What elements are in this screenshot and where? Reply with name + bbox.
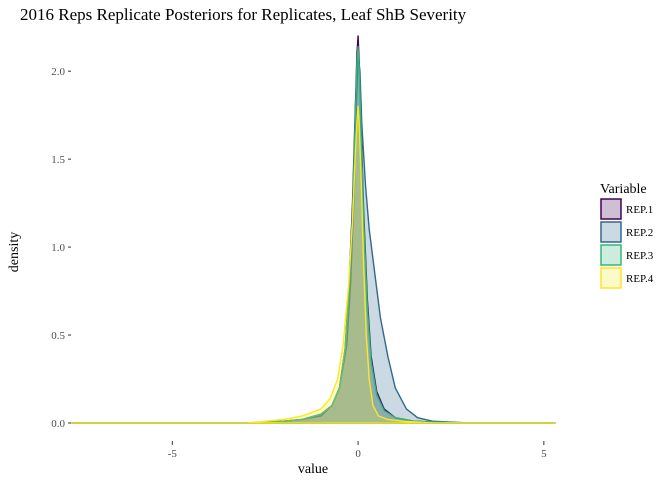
legend-label-rep-3: REP.3 — [626, 250, 654, 262]
series-layer — [71, 35, 556, 424]
y-tick-label: 1.0 — [51, 242, 65, 254]
legend-swatch-rep-2 — [600, 221, 622, 243]
legend-swatch-rep-3 — [600, 244, 622, 266]
legend-label-rep-2: REP.2 — [626, 227, 653, 239]
legend-title: Variable — [600, 182, 647, 197]
y-axis: 0.0 0.5 1.0 1.5 2.0 — [51, 66, 71, 430]
legend-swatch-rep-4 — [600, 267, 622, 289]
density-area-rep-2 — [71, 52, 556, 424]
density-area-rep-1 — [71, 35, 556, 424]
x-axis: -5 0 5 — [168, 441, 547, 460]
x-tick-label: 5 — [541, 448, 547, 460]
legend-label-rep-1: REP.1 — [626, 204, 653, 216]
y-tick-label: 0.0 — [51, 418, 65, 430]
x-axis-title: value — [298, 462, 328, 477]
density-area-rep-4 — [71, 105, 556, 424]
x-tick-label: -5 — [168, 448, 178, 460]
legend-label-rep-4: REP.4 — [626, 273, 654, 285]
y-tick-label: 0.5 — [51, 330, 65, 342]
chart-title: 2016 Reps Replicate Posteriors for Repli… — [20, 5, 467, 24]
y-tick-label: 1.5 — [51, 154, 65, 166]
legend-swatch-rep-1 — [600, 198, 622, 220]
y-axis-title: density — [7, 232, 22, 272]
x-tick-label: 0 — [355, 448, 361, 460]
density-area-rep-3 — [71, 45, 556, 424]
legend: Variable REP.1 REP.2 REP.3 REP.4 — [600, 182, 654, 289]
y-tick-label: 2.0 — [51, 66, 65, 78]
